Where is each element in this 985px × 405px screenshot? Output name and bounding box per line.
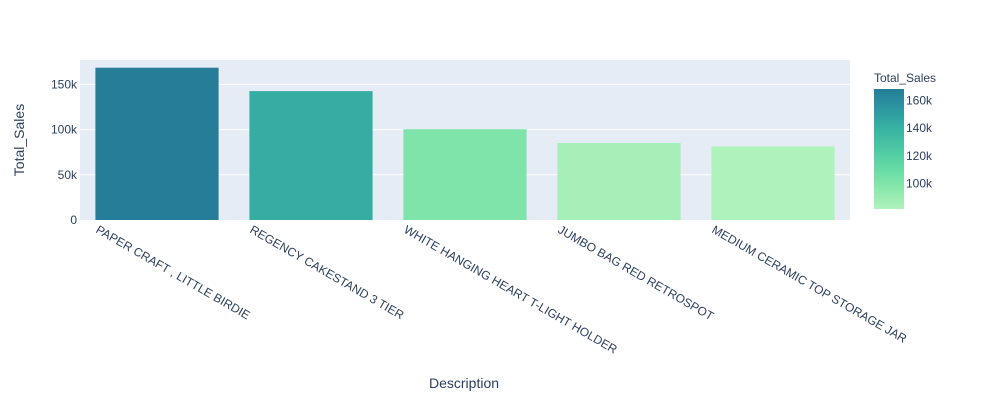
bar[interactable]	[557, 142, 681, 220]
bar[interactable]	[95, 67, 219, 221]
colorbar	[874, 89, 904, 209]
colorbar-tick-label: 100k	[906, 176, 933, 190]
bar[interactable]	[249, 91, 373, 220]
colorbar-tick-label: 160k	[906, 94, 933, 108]
x-tick-label: JUMBO BAG RED RETROSPOT	[556, 222, 717, 323]
y-axis-ticks: 0 50k 100k 150k	[51, 77, 78, 227]
bar[interactable]	[711, 146, 835, 220]
colorbar-tick-label: 140k	[906, 121, 933, 135]
colorbar-title: Total_Sales	[874, 71, 936, 85]
y-tick-label: 150k	[51, 77, 78, 91]
colorbar-ticks: 100k 120k 140k 160k	[906, 94, 933, 191]
x-tick-label: REGENCY CAKESTAND 3 TIER	[248, 222, 407, 322]
x-tick-label: PAPER CRAFT , LITTLE BIRDIE	[94, 222, 253, 322]
y-tick-label: 0	[70, 213, 77, 227]
bars	[95, 67, 835, 221]
y-axis-title: Total_Sales	[11, 104, 27, 176]
x-axis-title: Description	[429, 375, 499, 391]
y-tick-label: 50k	[58, 168, 78, 182]
y-tick-label: 100k	[51, 123, 78, 137]
bar[interactable]	[403, 129, 527, 220]
colorbar-tick-label: 120k	[906, 149, 933, 163]
x-tick-label: MEDIUM CERAMIC TOP STORAGE JAR	[710, 222, 910, 346]
